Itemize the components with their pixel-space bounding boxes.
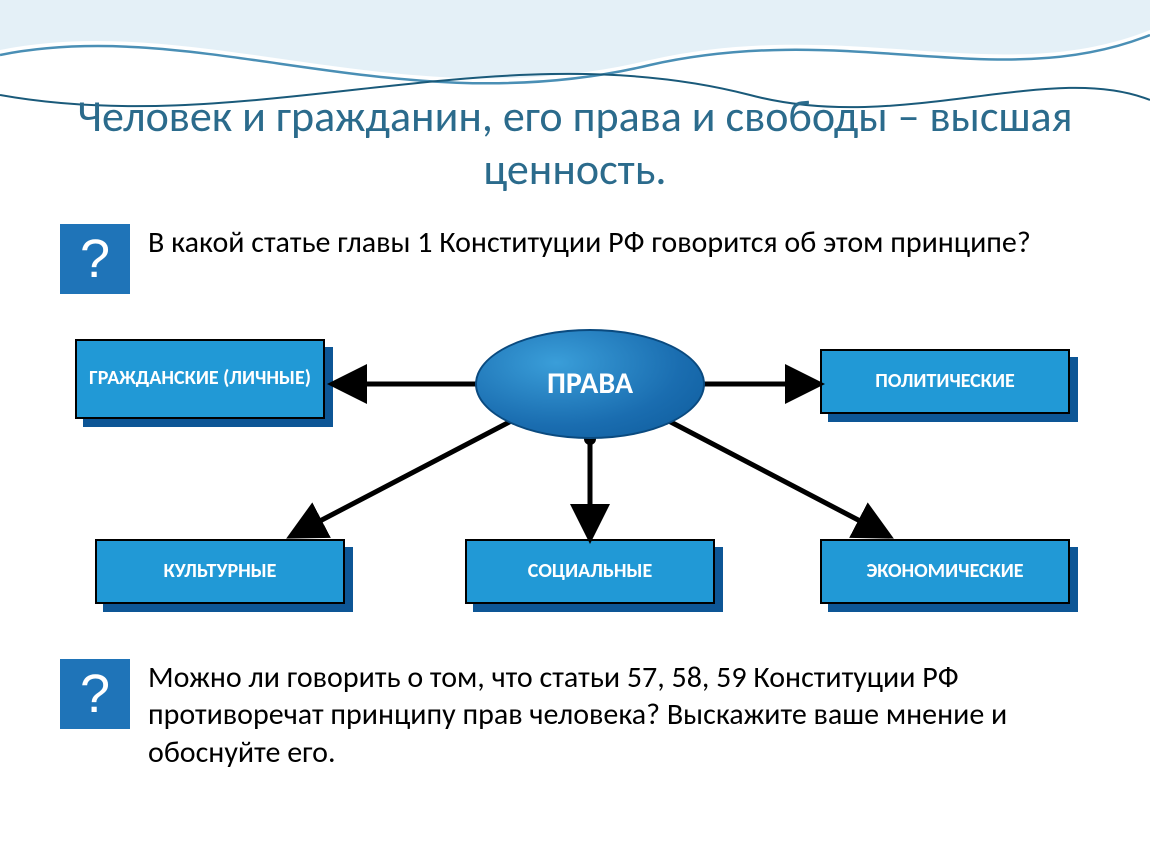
question-2-row: ? Можно ли говорить о том, что статьи 57… [60, 659, 1090, 772]
question-1-row: ? В какой статье главы 1 Конституции РФ … [60, 224, 1090, 294]
question-mark-icon: ? [60, 659, 130, 729]
rights-diagram: ПРАВА ГРАЖДАНСКИЕ (ЛИЧНЫЕ)ПОЛИТИЧЕСКИЕКУ… [75, 309, 1075, 639]
slide-title: Человек и гражданин, его права и свободы… [60, 90, 1090, 196]
question-2-text: Можно ли говорить о том, что статьи 57, … [148, 659, 1090, 772]
center-oval-rights: ПРАВА [475, 329, 705, 439]
question-mark-icon: ? [60, 224, 130, 294]
question-1-text: В какой статье главы 1 Конституции РФ го… [148, 224, 1031, 262]
